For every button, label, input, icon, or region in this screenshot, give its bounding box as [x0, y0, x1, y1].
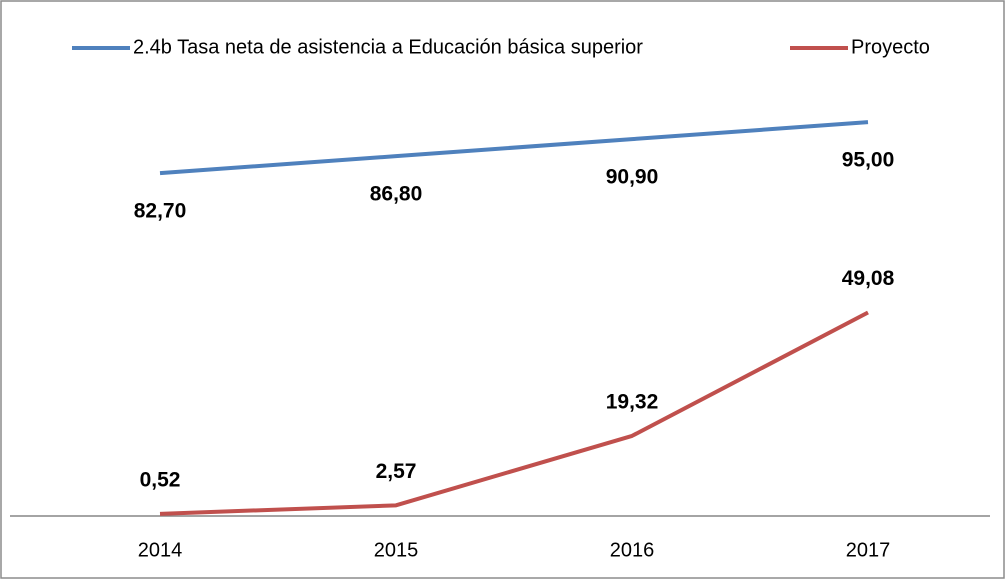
data-label: 95,00: [842, 149, 895, 172]
x-tick-label: 2014: [138, 539, 183, 561]
data-label: 82,70: [134, 200, 187, 223]
data-label: 90,90: [606, 166, 659, 189]
legend-label: 2.4b Tasa neta de asistencia a Educación…: [133, 36, 643, 58]
legend-label: Proyecto: [851, 36, 930, 58]
data-label: 86,80: [370, 183, 423, 206]
data-label: 49,08: [842, 267, 895, 290]
series-line: [159, 310, 869, 516]
data-label: 0,52: [140, 468, 181, 491]
x-tick-label: 2017: [846, 539, 891, 561]
x-tick-label: 2015: [374, 539, 419, 561]
series-line: [159, 120, 869, 176]
data-label: 2,57: [376, 460, 417, 483]
x-tick-label: 2016: [610, 539, 655, 561]
data-label: 19,32: [606, 390, 659, 413]
